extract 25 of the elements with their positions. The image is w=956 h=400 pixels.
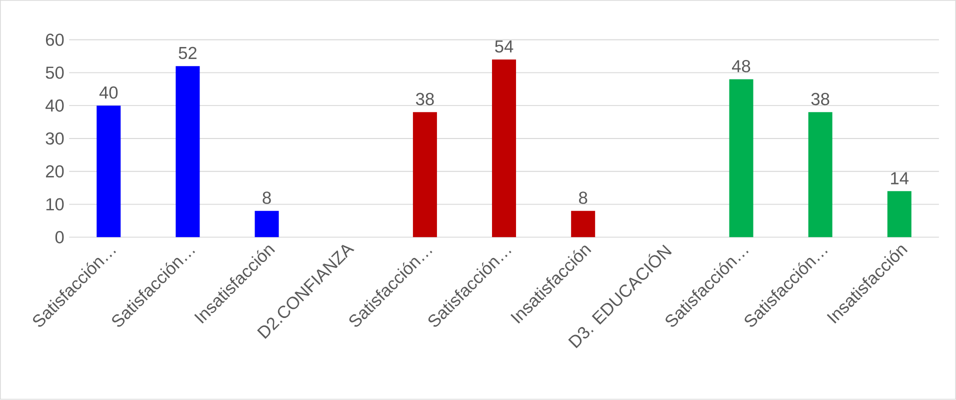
- data-label: 8: [262, 192, 271, 204]
- data-label: 38: [811, 93, 830, 106]
- bar: [808, 112, 832, 238]
- y-tick-label: 0: [55, 231, 64, 244]
- data-label: 38: [416, 93, 434, 106]
- data-label: 14: [891, 172, 909, 184]
- bar: [729, 79, 754, 238]
- y-tick-label: 50: [46, 66, 64, 79]
- bar: [412, 112, 437, 238]
- bar: [492, 60, 516, 238]
- data-label: 54: [495, 40, 514, 53]
- data-label: 52: [178, 47, 196, 60]
- bar: [254, 211, 279, 238]
- data-label: 48: [732, 60, 750, 72]
- y-tick-label: 30: [46, 132, 64, 145]
- bar: [887, 191, 912, 238]
- y-tick-label: 20: [46, 165, 64, 178]
- y-tick-label: 10: [46, 198, 64, 211]
- bar: [96, 106, 121, 238]
- data-label: 8: [579, 192, 588, 204]
- data-label: 40: [99, 86, 118, 99]
- y-tick-label: 40: [46, 100, 64, 112]
- y-tick-label: 60: [46, 34, 64, 46]
- bar: [571, 211, 596, 238]
- bar: [176, 66, 200, 238]
